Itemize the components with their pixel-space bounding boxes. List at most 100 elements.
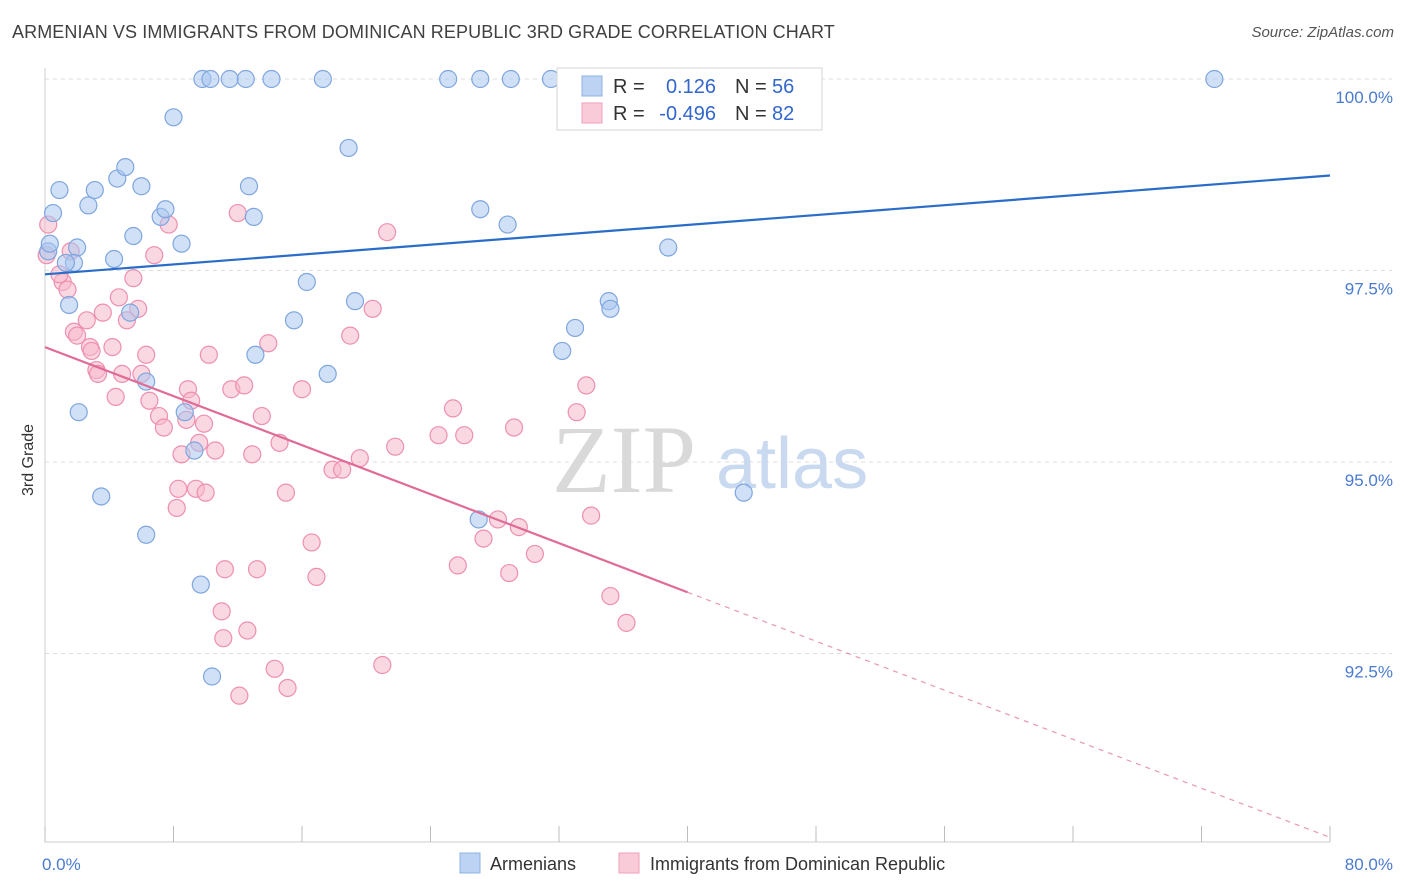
dominican-point-20 xyxy=(140,391,159,410)
dominican-point-78 xyxy=(194,414,214,433)
dominican-point-62 xyxy=(429,426,448,445)
dominican-point-10 xyxy=(93,303,112,322)
dominican-point-56 xyxy=(341,326,360,345)
armenians-point-28 xyxy=(68,238,87,257)
watermark: ZIP atlas xyxy=(552,406,868,513)
dominican-point-46 xyxy=(259,334,278,353)
y-tick-label-0: 100.0% xyxy=(1335,88,1393,107)
dominican-point-58 xyxy=(363,299,382,318)
bottom-legend-swatch-armenians xyxy=(459,852,481,874)
dominican-point-6 xyxy=(68,326,87,345)
dominican-point-21 xyxy=(145,246,164,265)
armenians-point-2 xyxy=(50,180,69,200)
y-tick-label-1: 97.5% xyxy=(1345,280,1393,299)
dominican-point-37 xyxy=(215,560,234,579)
bottom-legend-swatch-dominican xyxy=(618,852,640,874)
dominican-point-13 xyxy=(106,387,125,406)
armenians-point-33 xyxy=(121,303,140,322)
armenians-point-51 xyxy=(191,575,210,594)
armenians-point-10 xyxy=(164,108,183,127)
grid-lines xyxy=(45,78,1392,654)
armenians-point-15 xyxy=(262,69,281,89)
trend-armenians xyxy=(44,174,1331,276)
armenians-point-9 xyxy=(156,200,175,219)
armenians-point-46 xyxy=(185,441,204,460)
legend-swatch-dominican xyxy=(581,102,603,124)
dominican-point-52 xyxy=(302,533,321,552)
dominican-point-59 xyxy=(373,655,392,675)
armenians-point-42 xyxy=(318,364,337,384)
dominican-point-44 xyxy=(247,560,267,579)
legend-n-label-1: N = xyxy=(735,76,767,98)
series-armenians-points xyxy=(39,69,1224,686)
bottom-legend-dominican: Immigrants from Dominican Republic xyxy=(650,854,945,874)
dominican-point-74 xyxy=(582,506,601,525)
axes xyxy=(44,68,1331,843)
armenians-point-40 xyxy=(553,341,572,361)
source-label: Source: ZipAtlas.com xyxy=(1251,24,1394,41)
trend-dominican-extension xyxy=(687,591,1331,838)
dominican-point-42 xyxy=(238,621,257,640)
dominican-point-60 xyxy=(378,223,397,242)
dominican-point-69 xyxy=(504,418,524,437)
dominican-point-45 xyxy=(252,406,271,426)
dominican-point-61 xyxy=(386,437,405,456)
dominican-point-23 xyxy=(154,418,173,437)
legend-r-value-1: 0.126 xyxy=(666,76,716,98)
armenians-point-48 xyxy=(137,525,156,544)
armenians-point-41 xyxy=(246,345,265,364)
dominican-point-79 xyxy=(214,629,233,648)
armenians-point-31 xyxy=(56,253,75,272)
dominican-point-66 xyxy=(474,529,493,548)
series-dominican-points xyxy=(37,203,636,705)
dominican-point-68 xyxy=(500,563,519,583)
legend-box: R = 0.126 N = 56 R = -0.496 N = 82 xyxy=(556,67,823,131)
dominican-point-51 xyxy=(292,380,312,399)
dominican-point-3 xyxy=(58,280,77,299)
trend-dominican xyxy=(44,346,688,594)
armenians-point-7 xyxy=(132,177,151,196)
dominican-point-12 xyxy=(103,338,122,357)
trend-lines xyxy=(44,174,1331,838)
y-tick-labels: 100.0% 97.5% 95.0% 92.5% xyxy=(1335,88,1393,682)
dominican-point-49 xyxy=(276,483,296,502)
armenians-point-44 xyxy=(175,403,194,422)
x-tick-max: 80.0% xyxy=(1345,855,1393,874)
dominican-point-71 xyxy=(525,544,545,564)
armenians-point-20 xyxy=(1205,69,1224,89)
armenians-point-1 xyxy=(43,203,63,223)
armenians-point-36 xyxy=(345,292,365,311)
armenians-point-16 xyxy=(313,69,332,89)
dominican-point-39 xyxy=(228,203,247,223)
armenians-point-53 xyxy=(659,238,678,257)
dominican-point-26 xyxy=(169,479,188,498)
armenians-point-23 xyxy=(244,207,263,226)
watermark-zip: ZIP xyxy=(552,406,696,513)
dominican-point-76 xyxy=(617,613,636,632)
dominican-point-75 xyxy=(601,586,620,606)
x-tick-min: 0.0% xyxy=(42,855,81,874)
armenians-point-12 xyxy=(201,69,220,89)
dominican-point-19 xyxy=(137,345,156,364)
armenians-point-50 xyxy=(734,483,753,502)
y-axis-label: 3rd Grade xyxy=(20,424,37,496)
dominican-point-65 xyxy=(455,426,474,445)
armenians-point-25 xyxy=(498,215,517,234)
armenians-point-18 xyxy=(471,69,490,89)
legend-n-value-1: 56 xyxy=(772,76,794,98)
dominican-point-53 xyxy=(307,567,326,587)
dominican-point-73 xyxy=(577,376,596,395)
dominican-point-41 xyxy=(235,376,254,395)
armenians-point-26 xyxy=(124,226,143,246)
armenians-point-17 xyxy=(439,69,458,89)
armenians-point-52 xyxy=(202,667,222,686)
armenians-point-14 xyxy=(236,69,255,89)
dominican-point-33 xyxy=(196,483,215,502)
dominican-point-47 xyxy=(265,659,284,678)
y-tick-label-3: 92.5% xyxy=(1345,663,1393,682)
armenians-point-21 xyxy=(339,138,358,158)
armenians-point-22 xyxy=(239,177,259,196)
armenians-point-29 xyxy=(104,249,124,269)
dominican-point-50 xyxy=(278,678,297,698)
